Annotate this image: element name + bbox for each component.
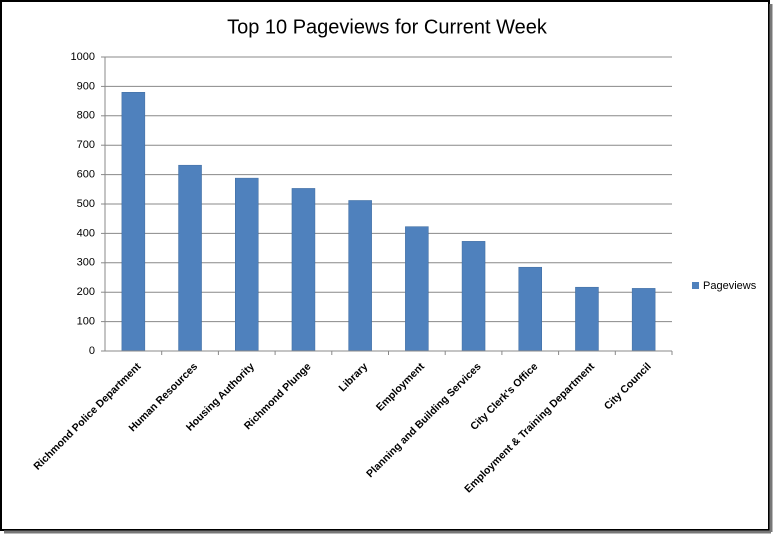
bar <box>461 241 486 352</box>
y-tick-label: 300 <box>77 257 95 269</box>
bar <box>575 286 599 352</box>
bar <box>178 164 202 352</box>
bar <box>291 188 316 352</box>
y-tick-label: 100 <box>77 316 95 328</box>
y-tick-label: 0 <box>89 345 95 357</box>
bar <box>631 288 656 352</box>
y-tick-label: 500 <box>77 198 95 210</box>
y-tick-label: 800 <box>77 110 95 122</box>
bar <box>121 92 146 352</box>
bar <box>518 266 542 352</box>
y-tick-label: 1000 <box>71 51 95 63</box>
y-tick-label: 600 <box>77 169 95 181</box>
legend-swatch <box>692 282 699 289</box>
chart-title: Top 10 Pageviews for Current Week <box>227 16 548 38</box>
y-tick-label: 400 <box>77 227 95 239</box>
bar <box>348 200 372 352</box>
bar <box>235 177 259 352</box>
y-tick-label: 700 <box>77 139 95 151</box>
legend-label: Pageviews <box>703 280 757 292</box>
y-tick-label: 200 <box>77 286 95 298</box>
y-tick-label: 900 <box>77 80 95 92</box>
bar <box>405 226 429 352</box>
